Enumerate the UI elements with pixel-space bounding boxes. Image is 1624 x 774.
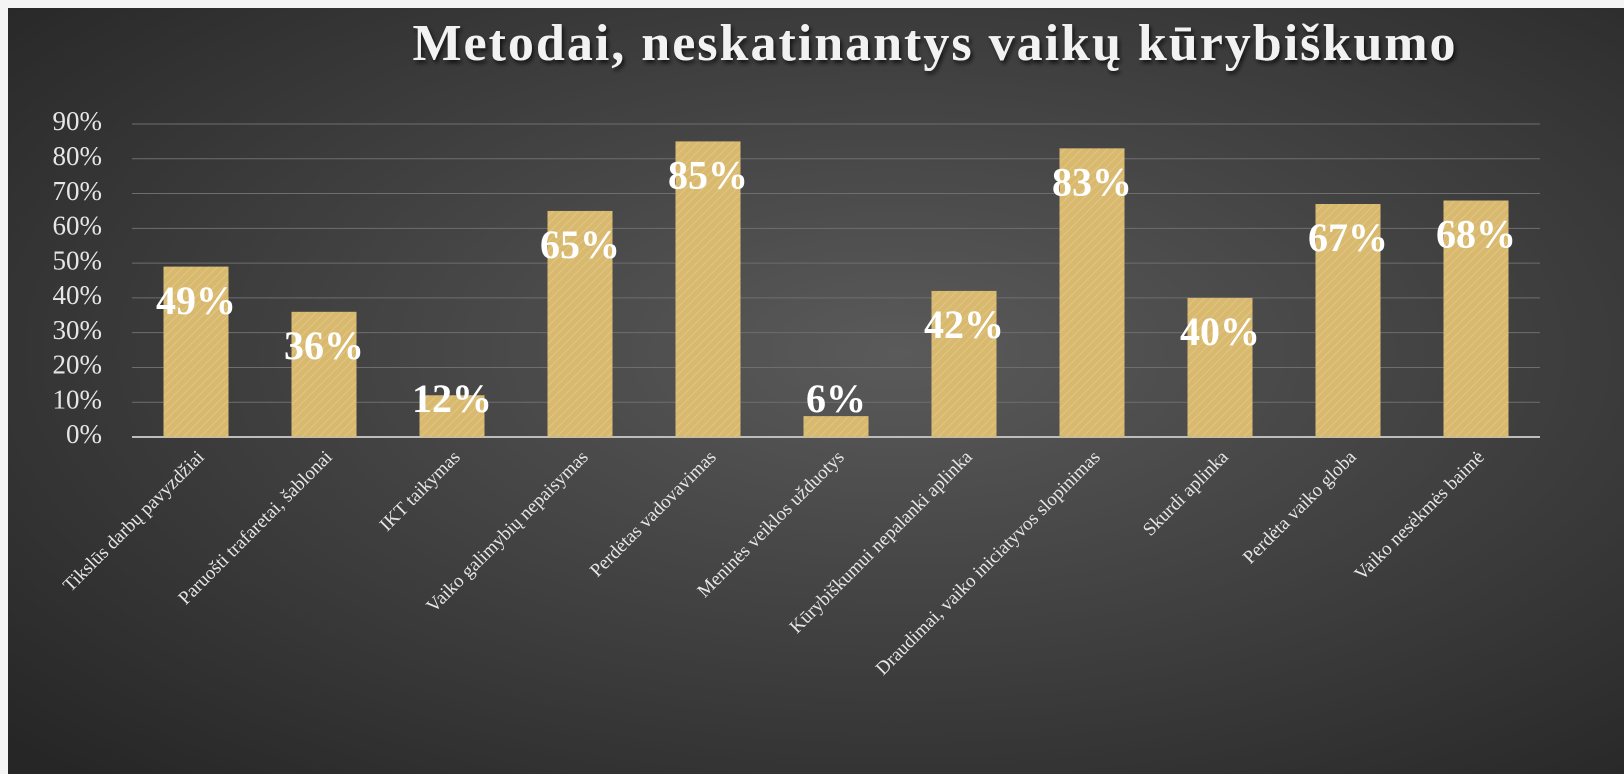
data-label: 83%: [1052, 160, 1132, 205]
bar: [291, 311, 357, 437]
data-label: 6%: [806, 376, 866, 421]
y-tick-label: 80%: [53, 141, 103, 171]
chart-title: Metodai, neskatinantys vaikų kūrybiškumo: [412, 15, 1457, 72]
bar: [1315, 203, 1381, 437]
y-tick-label: 90%: [53, 106, 103, 136]
data-label: 42%: [924, 302, 1004, 347]
y-tick-label: 40%: [53, 280, 103, 310]
data-label: 36%: [284, 323, 364, 368]
y-tick-label: 0%: [66, 419, 102, 449]
y-tick-label: 50%: [53, 245, 103, 275]
data-label: 40%: [1180, 309, 1260, 354]
data-label: 68%: [1436, 212, 1516, 257]
y-tick-label: 30%: [53, 315, 103, 345]
y-tick-label: 20%: [53, 350, 103, 380]
data-label: 65%: [540, 222, 620, 267]
bar: [547, 210, 613, 437]
bar: [931, 290, 997, 437]
bar: [675, 141, 741, 437]
y-tick-label: 10%: [53, 384, 103, 414]
y-tick-label: 70%: [53, 176, 103, 206]
bar: [163, 266, 229, 437]
bar: [1443, 200, 1509, 437]
data-label: 12%: [412, 376, 492, 421]
bar: [1187, 297, 1253, 437]
bar: [419, 395, 485, 437]
bar: [803, 416, 869, 437]
bar: [1059, 148, 1125, 437]
data-label: 49%: [156, 278, 236, 323]
data-label: 67%: [1308, 215, 1388, 260]
y-tick-label: 60%: [53, 211, 103, 241]
data-label: 85%: [668, 153, 748, 198]
